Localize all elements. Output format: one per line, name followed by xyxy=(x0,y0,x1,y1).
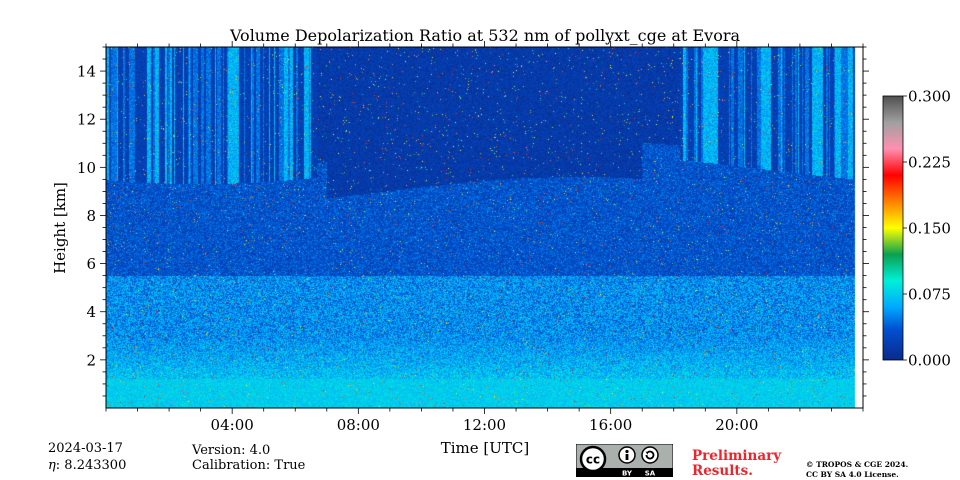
y-tick-label: 14 xyxy=(77,63,96,81)
eta-symbol: η xyxy=(48,458,56,473)
colorbar-tick-label: 0.075 xyxy=(908,286,951,304)
x-tick-label: 20:00 xyxy=(715,416,758,434)
preliminary-line-2: Results. xyxy=(692,463,753,479)
x-tick-label: 12:00 xyxy=(463,416,506,434)
version-label: Version: 4.0 xyxy=(192,443,271,458)
y-tick-label: 4 xyxy=(86,303,96,321)
heatmap-image xyxy=(106,47,863,408)
sa-label: SA xyxy=(645,470,656,478)
calibration-label: Calibration: True xyxy=(192,458,306,473)
colorbar xyxy=(883,96,903,360)
copyright-line-1: © TROPOS & CGE 2024. xyxy=(806,460,909,469)
x-tick-label: 16:00 xyxy=(589,416,632,434)
y-tick-label: 6 xyxy=(86,255,96,273)
preliminary-results-label: Preliminary Results. xyxy=(692,449,781,479)
sa-icon xyxy=(641,446,659,464)
y-tick-label: 12 xyxy=(77,111,96,129)
eta-value: : 8.243300 xyxy=(55,458,127,473)
copyright-line-2: CC BY SA 4.0 License. xyxy=(806,470,899,479)
y-tick-label: 8 xyxy=(86,207,96,225)
colorbar-tick-label: 0.150 xyxy=(908,220,951,238)
y-axis-label: Height [km] xyxy=(51,182,69,274)
x-tick-label: 08:00 xyxy=(337,416,380,434)
cc-logo-text: cc xyxy=(586,453,600,467)
chart-title: Volume Depolarization Ratio at 532 nm of… xyxy=(229,26,741,45)
colorbar-tick-label: 0.225 xyxy=(908,154,951,172)
y-tick-label: 2 xyxy=(86,351,96,369)
cc-by-sa-badge: cc BY SA xyxy=(576,444,673,477)
eta-label: η: 8.243300 xyxy=(48,458,126,473)
copyright-notice: © TROPOS & CGE 2024. CC BY SA 4.0 Licens… xyxy=(806,460,908,480)
x-axis: 04:00 08:00 12:00 16:00 20:00 xyxy=(105,41,864,434)
x-tick-label: 04:00 xyxy=(211,416,254,434)
date-label: 2024-03-17 xyxy=(48,441,123,456)
preliminary-line-1: Preliminary xyxy=(692,448,782,464)
by-label: BY xyxy=(622,470,633,478)
colorbar-axis: 0.000 0.075 0.150 0.225 0.300 xyxy=(903,88,951,370)
x-axis-label: Time [UTC] xyxy=(441,439,530,457)
colorbar-tick-label: 0.000 xyxy=(908,352,951,370)
y-tick-label: 10 xyxy=(77,159,96,177)
y-axis: 2 4 6 8 10 12 14 xyxy=(77,46,869,397)
colorbar-tick-label: 0.300 xyxy=(908,88,951,106)
